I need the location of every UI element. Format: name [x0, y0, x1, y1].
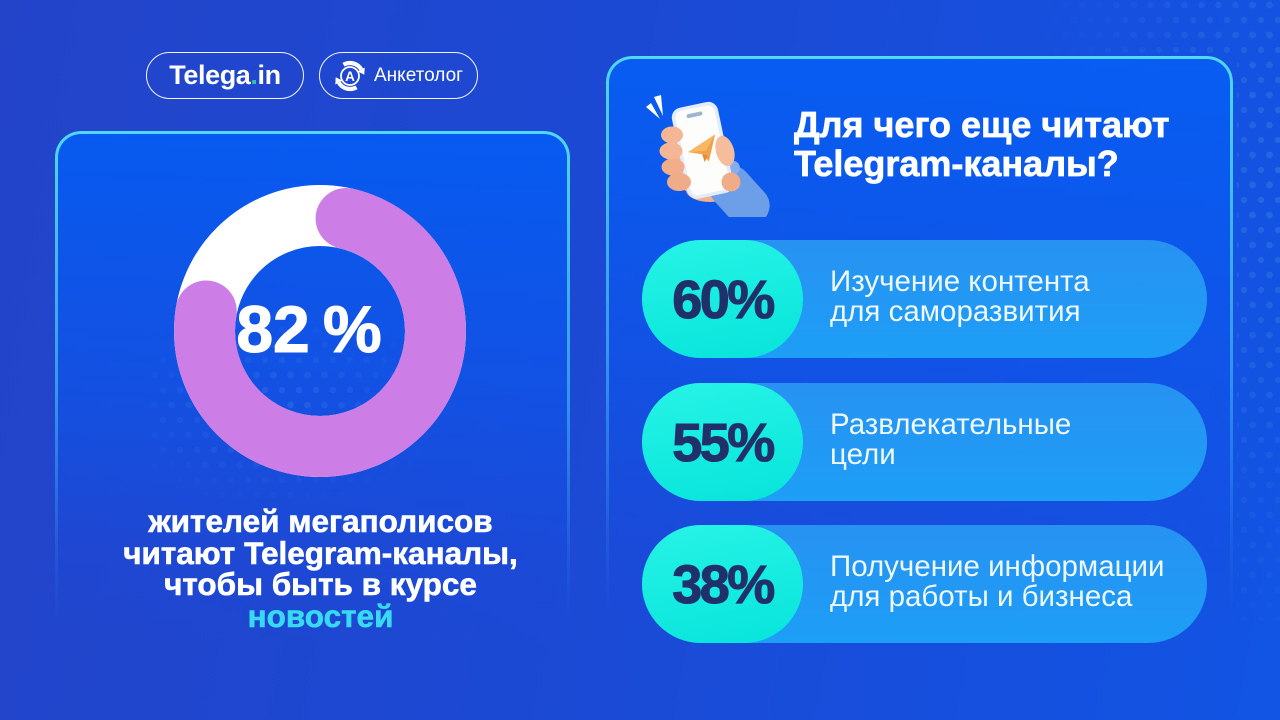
- svg-text:А: А: [345, 69, 355, 84]
